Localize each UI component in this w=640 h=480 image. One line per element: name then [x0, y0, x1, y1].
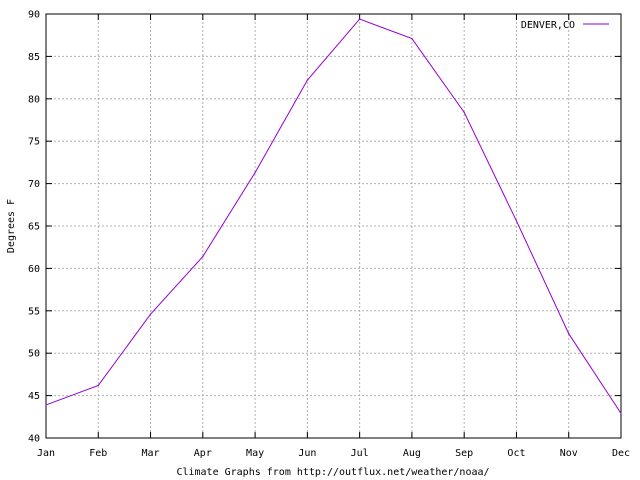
- y-tick-label: 45: [28, 391, 40, 402]
- x-tick-labels: Jan Feb Mar Apr May Jun Jul Aug Sep Oct Nov Dec: [37, 448, 630, 459]
- data-point: [97, 384, 99, 387]
- data-point: [463, 111, 465, 113]
- x-tick-label: Apr: [194, 448, 212, 459]
- x-tick-label: Jun: [298, 448, 316, 459]
- x-tick-label: Jan: [37, 448, 55, 459]
- y-tick-label: 55: [28, 306, 40, 317]
- x-tick-label: Jul: [351, 448, 369, 459]
- axis-ticks: [45, 13, 622, 439]
- x-tick-label: Aug: [403, 448, 421, 459]
- x-tick-label: Dec: [612, 448, 630, 459]
- y-tick-label: 70: [28, 179, 40, 190]
- y-tick-label: 50: [28, 349, 40, 360]
- plot-area-border: [45, 13, 622, 439]
- y-tick-label: 85: [28, 52, 40, 63]
- y-tick-label: 80: [28, 94, 40, 105]
- y-tick-label: 40: [28, 434, 40, 445]
- legend-label-denver: DENVER,CO: [521, 20, 575, 31]
- x-tick-label: Nov: [560, 448, 578, 459]
- data-point: [254, 171, 256, 174]
- data-point: [515, 220, 518, 222]
- x-tick-label: Oct: [507, 448, 525, 459]
- series-lines: [45, 18, 622, 415]
- legend: DENVER,CO: [521, 20, 609, 31]
- data-point: [45, 404, 47, 406]
- x-tick-label: Sep: [455, 448, 473, 459]
- data-point: [149, 313, 152, 315]
- y-tick-labels: 40 45 50 55 60 65 70 75 80 85 90: [28, 10, 40, 445]
- y-tick-label: 90: [28, 10, 40, 21]
- x-tick-label: May: [246, 448, 264, 459]
- data-point: [202, 255, 204, 258]
- x-tick-label: Mar: [142, 448, 160, 459]
- grid-lines: [46, 14, 621, 438]
- x-axis-label: Climate Graphs from http://outflux.net/w…: [176, 467, 489, 478]
- x-tick-label: Feb: [89, 448, 107, 459]
- data-point: [359, 18, 361, 20]
- y-tick-label: 65: [28, 222, 40, 233]
- data-point: [620, 412, 622, 415]
- y-axis-label: Degrees F: [6, 199, 17, 253]
- data-point: [568, 333, 570, 335]
- data-point: [306, 79, 308, 81]
- y-tick-label: 75: [28, 137, 40, 148]
- series-line-0: [45, 18, 622, 414]
- y-tick-label: 60: [28, 264, 40, 275]
- data-point: [411, 37, 413, 40]
